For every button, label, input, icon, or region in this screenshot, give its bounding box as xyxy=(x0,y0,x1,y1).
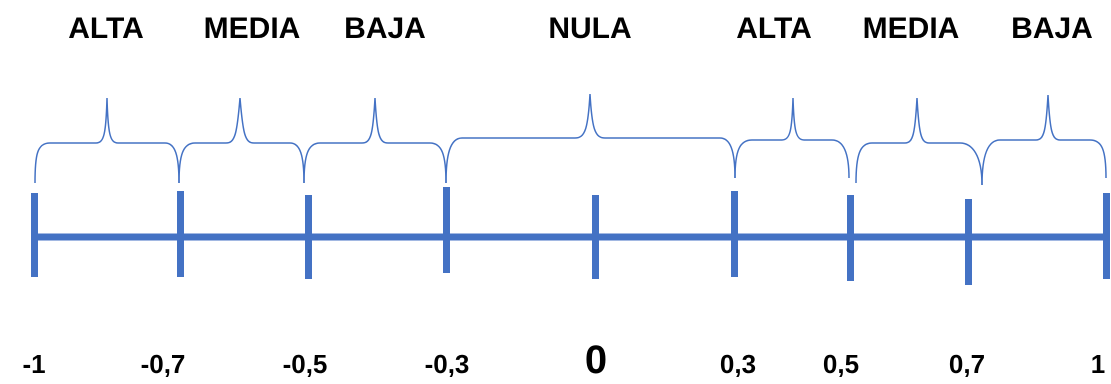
category-label-baja-positive: BAJA xyxy=(1011,12,1093,45)
tick-label: -0,3 xyxy=(425,349,470,379)
brace-baja-positive xyxy=(981,94,1107,186)
category-label-media-positive: MEDIA xyxy=(863,12,960,45)
tick-mark xyxy=(31,193,38,277)
tick-label-zero: 0 xyxy=(585,338,607,382)
tick-marks xyxy=(31,187,1110,285)
brace-alta-positive xyxy=(734,97,850,179)
tick-label: 0,5 xyxy=(823,349,859,379)
brace-media-negative xyxy=(178,97,305,184)
tick-mark xyxy=(965,199,972,285)
brace-alta-negative xyxy=(34,97,180,184)
tick-label: 0,7 xyxy=(949,349,985,379)
tick-mark xyxy=(1103,193,1110,279)
category-label-media-negative: MEDIA xyxy=(204,12,301,45)
tick-label: -1 xyxy=(22,349,45,379)
tick-label: -0,7 xyxy=(141,349,186,379)
category-label-baja-negative: BAJA xyxy=(344,12,426,45)
tick-label: 1 xyxy=(1091,349,1105,379)
tick-mark xyxy=(177,191,184,277)
category-label-alta-positive: ALTA xyxy=(736,12,812,45)
brace-nula xyxy=(445,93,736,184)
brace-baja-negative xyxy=(303,97,447,184)
braces xyxy=(34,93,1107,186)
category-label-alta-negative: ALTA xyxy=(68,12,144,45)
tick-mark xyxy=(731,191,738,277)
tick-mark xyxy=(847,195,854,281)
category-label-nula: NULA xyxy=(548,12,631,45)
brace-media-positive xyxy=(855,97,983,186)
tick-mark xyxy=(443,187,450,273)
tick-label: -0,5 xyxy=(283,349,328,379)
tick-mark xyxy=(592,195,599,279)
tick-label: 0,3 xyxy=(720,349,756,379)
tick-mark xyxy=(305,195,312,279)
